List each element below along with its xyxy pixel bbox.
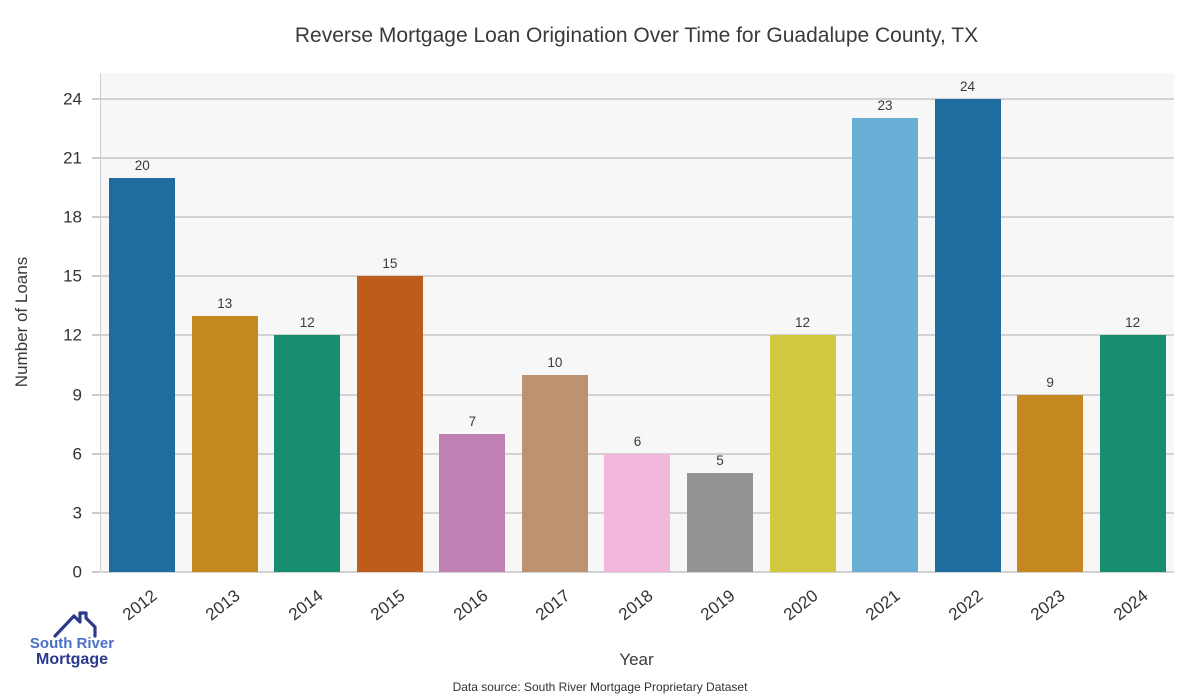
bar-group-2017: 10 xyxy=(514,73,597,572)
x-tick-label: 2023 xyxy=(1027,586,1069,625)
bar-2013: 13 xyxy=(191,296,258,572)
x-tick-label: 2020 xyxy=(779,586,822,625)
bar-group-2016: 7 xyxy=(431,73,514,572)
x-tick-label: 2024 xyxy=(1109,586,1152,625)
y-tickmark xyxy=(92,511,100,514)
plot-area: 20 13 12 15 7 10 6 5 12 23 24 9 12 xyxy=(92,73,1174,573)
bar-group-2024: 12 xyxy=(1091,73,1174,572)
bar-group-2013: 13 xyxy=(184,73,267,572)
x-tick-label: 2013 xyxy=(201,586,244,625)
bar-value-label: 9 xyxy=(1046,374,1054,390)
bar-value-label: 6 xyxy=(633,433,642,449)
x-tick-label: 2019 xyxy=(697,586,739,625)
y-tick-label: 6 xyxy=(72,444,82,464)
y-tickmark xyxy=(92,275,100,278)
y-tick-label: 18 xyxy=(63,207,82,227)
bar-group-2012: 20 xyxy=(101,73,184,572)
bar-group-2019: 5 xyxy=(679,73,762,572)
logo-text-line1: South River xyxy=(29,635,115,652)
bar-value-label: 12 xyxy=(1125,315,1141,331)
bar-value-label: 7 xyxy=(468,413,477,429)
y-tickmark xyxy=(92,156,100,159)
x-axis-ticks: 2012 2013 2014 2015 2016 2017 2018 2019 2020 2021… xyxy=(100,578,1173,648)
y-tickmark xyxy=(92,452,100,455)
data-source-note: Data source: South River Mortgage Propri… xyxy=(452,680,748,694)
gridline xyxy=(101,275,1174,278)
bar-group-2014: 12 xyxy=(266,73,349,572)
bars-container: 20 13 12 15 7 10 6 5 12 23 24 9 12 xyxy=(101,73,1174,572)
bar-value-label: 24 xyxy=(960,78,976,94)
bar-2024: 12 xyxy=(1099,315,1166,572)
y-tick-label: 9 xyxy=(72,385,82,404)
bar-value-label: 23 xyxy=(877,98,893,114)
bar-value-label: 12 xyxy=(299,315,315,331)
bar-group-2020: 12 xyxy=(761,73,844,572)
bar-value-label: 10 xyxy=(547,354,563,370)
bar-2019: 5 xyxy=(686,453,753,572)
bar-group-2015: 15 xyxy=(349,73,432,572)
y-tick-label: 24 xyxy=(63,89,82,109)
y-tickmark xyxy=(92,215,100,218)
y-tickmark xyxy=(92,97,100,100)
bar-2012: 20 xyxy=(109,158,176,572)
y-axis-ticks: 0 3 6 9 12 15 18 21 24 xyxy=(0,73,90,580)
chart-title: Reverse Mortgage Loan Origination Over T… xyxy=(294,24,979,47)
gridline xyxy=(101,334,1174,337)
x-tick-label: 2016 xyxy=(449,586,492,625)
bar-value-label: 5 xyxy=(716,453,724,469)
bar-2023: 9 xyxy=(1017,375,1084,572)
bar-value-label: 13 xyxy=(217,295,233,311)
y-tick-label: 21 xyxy=(63,148,82,168)
x-tick-label: 2014 xyxy=(284,586,327,625)
gridline xyxy=(101,156,1174,159)
gridline xyxy=(101,97,1174,100)
gridline xyxy=(101,393,1174,396)
bar-group-2023: 9 xyxy=(1009,73,1092,572)
x-tick-label: 2021 xyxy=(862,586,904,625)
bar-2016: 7 xyxy=(439,414,506,572)
bar-2021: 23 xyxy=(852,98,919,572)
y-tickmark xyxy=(92,334,100,337)
bar-2022: 24 xyxy=(934,79,1001,572)
y-tickmark xyxy=(92,393,100,396)
y-tickmark xyxy=(92,571,100,573)
bar-2014: 12 xyxy=(274,315,341,572)
bar-value-label: 12 xyxy=(794,315,811,331)
bar-2018: 6 xyxy=(604,434,671,572)
bar-group-2022: 24 xyxy=(926,73,1009,572)
bar-value-label: 15 xyxy=(382,256,398,272)
x-tick-label: 2022 xyxy=(944,586,987,625)
bar-2015: 15 xyxy=(356,256,423,572)
bar-2020: 12 xyxy=(769,315,836,572)
bar-value-label: 20 xyxy=(134,157,150,173)
south-river-mortgage-logo: South River Mortgage xyxy=(16,610,128,669)
bar-group-2018: 6 xyxy=(596,73,679,572)
bar-group-2021: 23 xyxy=(844,73,927,572)
house-roof-icon xyxy=(53,611,97,638)
y-tick-label: 12 xyxy=(63,325,82,345)
x-tick-label: 2017 xyxy=(532,586,574,625)
x-tick-label: 2015 xyxy=(367,586,409,625)
logo-text-line2: Mortgage xyxy=(36,650,108,668)
gridline xyxy=(101,571,1174,573)
y-tick-label: 0 xyxy=(72,562,82,582)
bar-2017: 10 xyxy=(521,355,588,572)
x-tick-label: 2018 xyxy=(614,586,657,625)
x-axis-title: Year xyxy=(619,650,654,669)
y-tick-label: 3 xyxy=(72,503,82,523)
gridline xyxy=(101,215,1174,218)
y-tick-label: 15 xyxy=(63,266,82,286)
